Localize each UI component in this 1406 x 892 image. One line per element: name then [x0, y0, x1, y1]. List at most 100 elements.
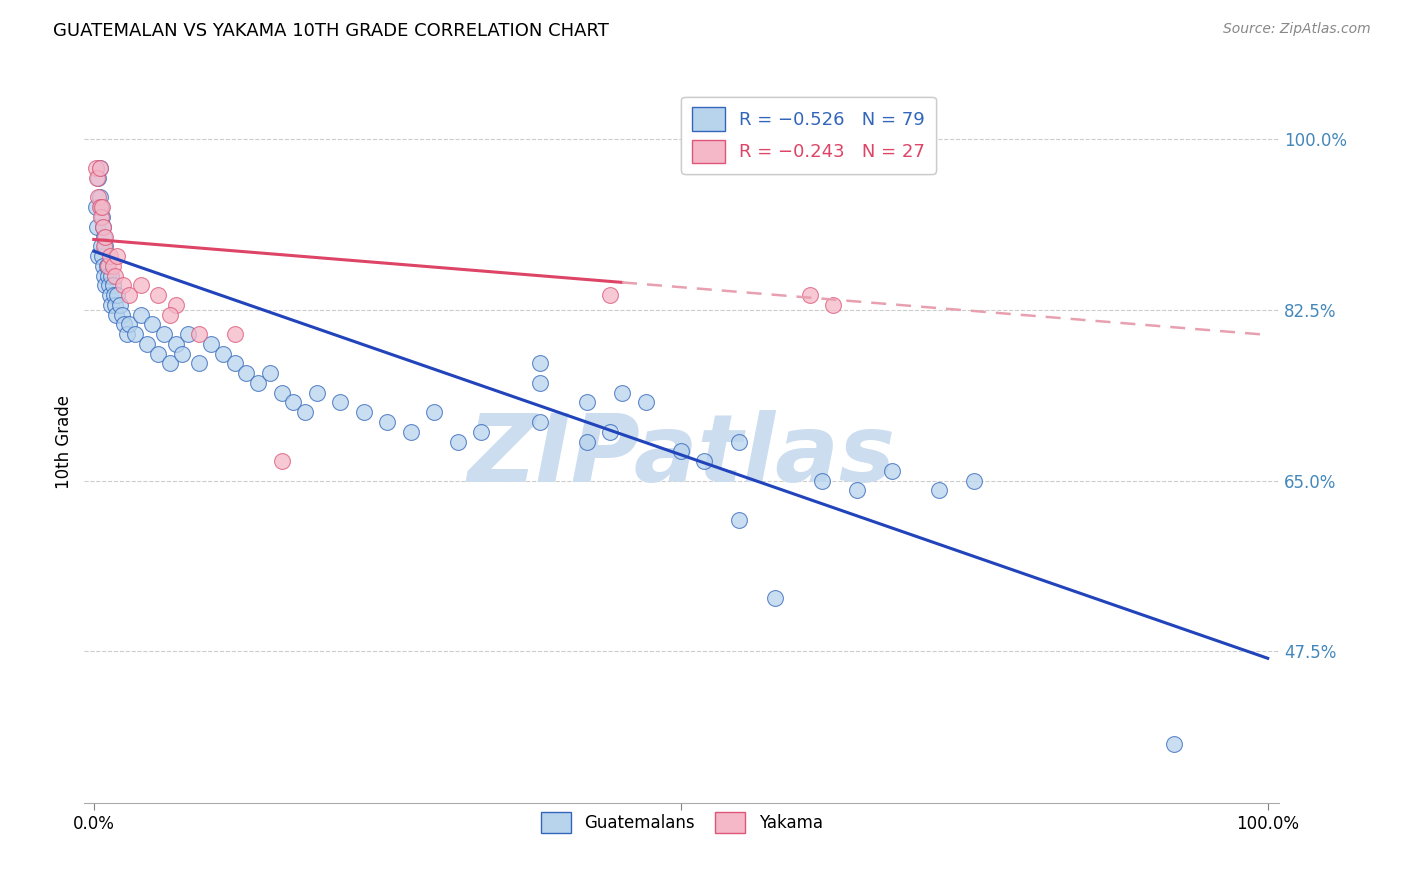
Point: [728, 434, 751, 449]
Point: [86, 170, 108, 185]
Point: [599, 425, 621, 439]
Point: [399, 425, 422, 439]
Point: [94, 278, 117, 293]
Point: [89, 200, 111, 214]
Point: [124, 327, 146, 342]
Point: [98, 278, 121, 293]
Y-axis label: 10th Grade: 10th Grade: [55, 394, 73, 489]
Point: [224, 327, 246, 342]
Point: [104, 298, 127, 312]
Point: [212, 346, 235, 360]
Point: [135, 337, 157, 351]
Point: [148, 346, 170, 360]
Point: [84, 200, 107, 214]
Point: [94, 229, 117, 244]
Point: [90, 200, 112, 214]
Point: [880, 464, 903, 478]
Point: [91, 219, 114, 234]
Point: [963, 474, 986, 488]
Point: [108, 298, 131, 312]
Point: [153, 327, 176, 342]
Point: [100, 298, 122, 312]
Point: [353, 405, 375, 419]
Point: [115, 327, 138, 342]
Point: [101, 278, 124, 293]
Point: [105, 288, 128, 302]
Point: [305, 385, 328, 400]
Point: [103, 288, 125, 302]
Point: [176, 327, 198, 342]
Point: [165, 337, 187, 351]
Point: [89, 161, 111, 176]
Point: [235, 366, 257, 380]
Text: Source: ZipAtlas.com: Source: ZipAtlas.com: [1223, 22, 1371, 37]
Point: [447, 434, 470, 449]
Point: [101, 259, 124, 273]
Point: [112, 318, 135, 332]
Point: [375, 415, 398, 429]
Point: [669, 444, 692, 458]
Point: [188, 327, 211, 342]
Point: [129, 278, 152, 293]
Text: GUATEMALAN VS YAKAMA 10TH GRADE CORRELATION CHART: GUATEMALAN VS YAKAMA 10TH GRADE CORRELAT…: [53, 22, 609, 40]
Point: [93, 268, 115, 283]
Point: [170, 346, 193, 360]
Point: [575, 434, 598, 449]
Point: [810, 474, 832, 488]
Point: [105, 249, 128, 263]
Point: [423, 405, 446, 419]
Point: [599, 288, 621, 302]
Point: [1163, 737, 1185, 751]
Point: [90, 239, 112, 253]
Point: [763, 591, 786, 605]
Point: [823, 298, 845, 312]
Point: [98, 288, 121, 302]
Point: [91, 259, 114, 273]
Point: [93, 229, 115, 244]
Point: [728, 513, 751, 527]
Point: [94, 239, 117, 253]
Point: [610, 385, 633, 400]
Point: [91, 200, 114, 214]
Point: [200, 337, 222, 351]
Point: [270, 454, 292, 468]
Point: [84, 161, 107, 176]
Point: [112, 278, 135, 293]
Point: [270, 385, 292, 400]
Point: [87, 190, 110, 204]
Legend: Guatemalans, Yakama: Guatemalans, Yakama: [533, 804, 831, 841]
Point: [89, 161, 111, 176]
Point: [111, 308, 134, 322]
Point: [148, 288, 170, 302]
Point: [529, 415, 551, 429]
Point: [928, 483, 950, 498]
Point: [98, 249, 121, 263]
Point: [247, 376, 270, 390]
Point: [159, 356, 181, 370]
Point: [634, 395, 657, 409]
Point: [96, 259, 118, 273]
Point: [165, 298, 187, 312]
Point: [188, 356, 211, 370]
Point: [87, 249, 110, 263]
Point: [470, 425, 492, 439]
Text: ZIPatlas: ZIPatlas: [468, 410, 896, 502]
Point: [159, 308, 181, 322]
Point: [104, 268, 127, 283]
Point: [93, 239, 115, 253]
Point: [105, 308, 128, 322]
Point: [91, 219, 114, 234]
Point: [141, 318, 163, 332]
Point: [97, 268, 120, 283]
Point: [100, 268, 122, 283]
Point: [90, 210, 112, 224]
Point: [129, 308, 152, 322]
Point: [97, 259, 120, 273]
Point: [87, 170, 110, 185]
Point: [118, 288, 141, 302]
Point: [283, 395, 305, 409]
Point: [118, 318, 141, 332]
Point: [575, 395, 598, 409]
Point: [86, 219, 108, 234]
Point: [294, 405, 316, 419]
